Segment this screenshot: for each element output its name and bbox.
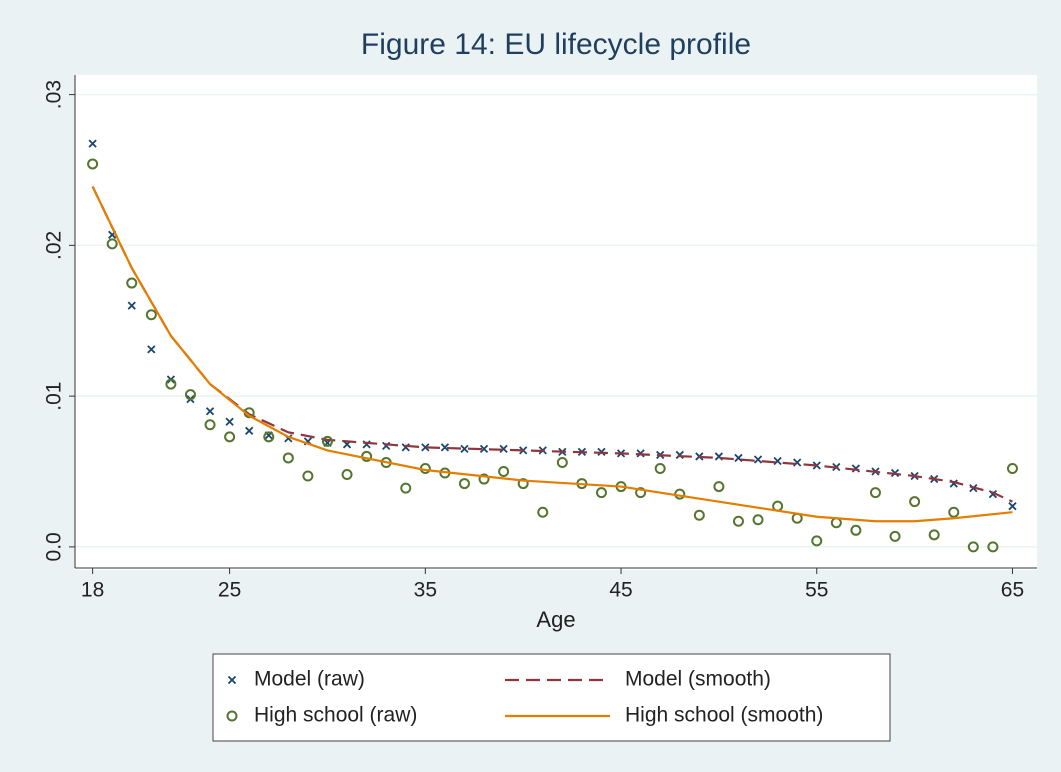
legend-symbol	[227, 675, 237, 685]
point	[928, 529, 940, 541]
legend-label: High school (raw)	[254, 704, 417, 727]
point	[889, 530, 901, 542]
legend-label: High school (smooth)	[625, 704, 823, 727]
point	[967, 541, 979, 553]
y-tick-label: .02	[43, 231, 66, 260]
point	[479, 444, 489, 454]
x-tick-label: 65	[1001, 579, 1024, 602]
point	[263, 431, 275, 443]
y-tick-label: .03	[43, 80, 66, 109]
point	[460, 444, 469, 454]
point	[205, 407, 215, 416]
point	[440, 443, 450, 452]
point	[987, 541, 999, 553]
point	[478, 473, 490, 485]
point	[499, 444, 508, 454]
line	[91, 186, 1013, 523]
point	[713, 481, 725, 493]
chart-title: Figure 14: EU lifecycle profile	[361, 28, 751, 61]
x-tick-label: 45	[609, 579, 632, 602]
point	[869, 487, 881, 499]
point	[88, 139, 97, 148]
point	[654, 462, 666, 474]
point	[693, 509, 705, 521]
point	[106, 238, 118, 250]
point	[1006, 462, 1018, 474]
point	[732, 515, 744, 527]
point	[400, 482, 412, 494]
point	[282, 452, 294, 464]
point	[224, 431, 236, 443]
x-tick-label: 55	[805, 579, 828, 602]
point	[145, 309, 157, 321]
legend-label: Model (smooth)	[625, 668, 771, 691]
point	[1008, 502, 1017, 511]
point	[458, 478, 470, 490]
point	[517, 478, 529, 490]
legend-label: Model (raw)	[254, 668, 365, 691]
x-tick-label: 18	[81, 579, 104, 602]
point	[595, 487, 607, 499]
point	[421, 443, 430, 452]
point	[87, 158, 99, 170]
point	[225, 417, 234, 426]
point	[752, 514, 764, 526]
point	[302, 470, 314, 482]
point	[204, 419, 216, 431]
point	[635, 487, 647, 499]
point	[245, 426, 254, 435]
point	[127, 301, 136, 310]
point	[126, 277, 138, 289]
point	[556, 456, 568, 468]
plot-area	[75, 75, 1037, 570]
point	[948, 506, 960, 518]
point	[321, 435, 333, 447]
point	[909, 496, 921, 508]
x-tick-label: 25	[218, 579, 241, 602]
x-axis-label: Age	[536, 607, 575, 632]
y-tick-label: 0.0	[43, 532, 66, 561]
point	[537, 506, 549, 518]
point	[850, 524, 862, 536]
x-tick-label: 35	[414, 579, 437, 602]
point	[498, 466, 510, 478]
point	[165, 378, 177, 390]
point	[341, 469, 353, 481]
point	[811, 535, 823, 547]
point	[184, 389, 196, 401]
legend-box	[212, 653, 891, 742]
y-tick-label: .01	[43, 382, 66, 411]
point	[147, 345, 156, 354]
legend-symbol	[226, 710, 238, 722]
point	[753, 455, 763, 464]
